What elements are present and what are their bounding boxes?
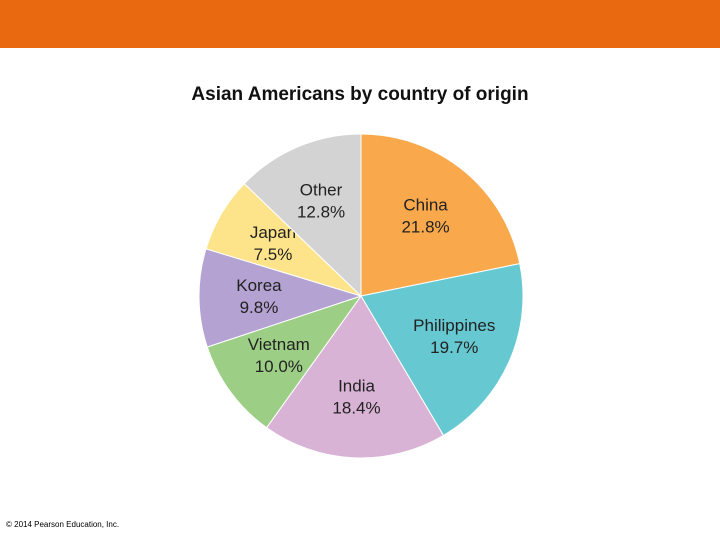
header-bar: [0, 0, 720, 48]
slice-value-label: 19.7%: [430, 338, 478, 357]
pie-slice: [360, 263, 524, 437]
pie-slice: [360, 133, 521, 297]
slice-value-label: 7.5%: [254, 245, 293, 264]
slice-label: Korea: [236, 276, 282, 295]
slice-value-label: 9.8%: [240, 298, 279, 317]
pie-slice: [243, 133, 362, 298]
slice-label: India: [338, 376, 375, 395]
slice-value-label: 21.8%: [401, 217, 449, 236]
slice-label: Japan: [250, 223, 296, 242]
slice-value-label: 18.4%: [332, 398, 380, 417]
slice-label: China: [403, 195, 448, 214]
footer: © 2014 Pearson Education, Inc.: [6, 520, 119, 529]
slice-value-label: 10.0%: [255, 357, 303, 376]
slice-label: Other: [300, 181, 343, 200]
slice-label: Vietnam: [248, 335, 310, 354]
pie-slice: [206, 295, 363, 429]
pie-slice: [198, 248, 363, 348]
pie-slice: [265, 295, 445, 459]
slice-label: Philippines: [413, 316, 495, 335]
chart-title: Asian Americans by country of origin: [191, 84, 528, 105]
slice-value-label: 12.8%: [297, 203, 345, 222]
